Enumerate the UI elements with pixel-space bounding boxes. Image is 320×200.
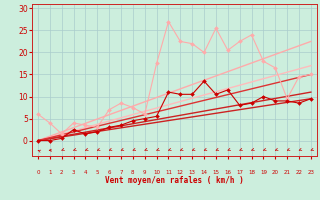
X-axis label: Vent moyen/en rafales ( km/h ): Vent moyen/en rafales ( km/h )	[105, 176, 244, 185]
